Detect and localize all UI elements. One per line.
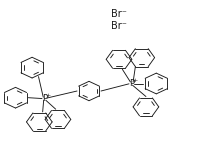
Text: +: + <box>132 78 137 83</box>
Text: P: P <box>128 79 133 88</box>
Text: P: P <box>42 94 47 103</box>
Text: Br⁻: Br⁻ <box>110 21 126 31</box>
Text: +: + <box>45 93 51 98</box>
Text: Br⁻: Br⁻ <box>110 9 126 19</box>
